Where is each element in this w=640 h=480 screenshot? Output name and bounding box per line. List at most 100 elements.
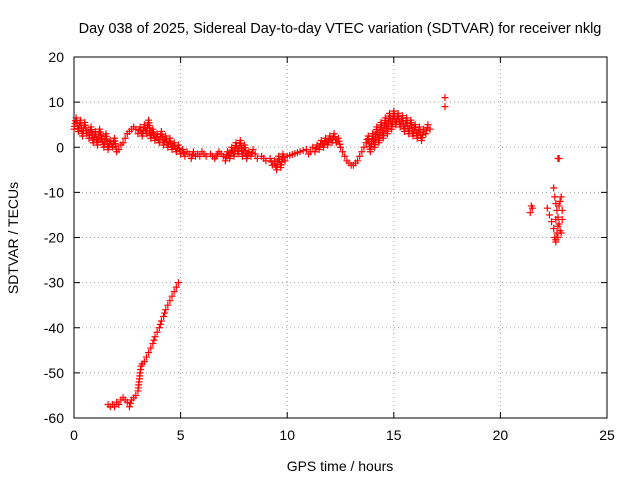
data-point (177, 150, 185, 158)
data-point (108, 143, 116, 151)
data-point (202, 152, 210, 160)
data-point (181, 152, 189, 160)
data-point (262, 157, 270, 165)
x-tick-label: 5 (177, 427, 185, 443)
data-point (156, 320, 164, 328)
data-point (189, 148, 197, 156)
grid-lines (74, 57, 607, 418)
data-point (543, 204, 551, 212)
data-point (145, 349, 153, 357)
data-point (172, 283, 180, 291)
data-point (132, 391, 140, 399)
y-tick-label: -10 (44, 184, 64, 200)
data-point (551, 193, 559, 201)
data-point (174, 141, 182, 149)
data-point (558, 206, 566, 214)
data-point (151, 333, 159, 341)
data-point (104, 146, 112, 154)
data-point (266, 155, 274, 163)
data-point (249, 146, 257, 154)
data-point (160, 312, 168, 320)
data-point (360, 143, 368, 151)
data-point (302, 146, 310, 154)
data-points (70, 94, 566, 411)
data-point (98, 134, 106, 142)
chart-title: Day 038 of 2025, Sidereal Day-to-day VTE… (79, 21, 602, 37)
data-point (172, 148, 180, 156)
x-tick-label: 0 (70, 427, 78, 443)
data-point (441, 103, 449, 111)
series-2 (441, 94, 566, 246)
y-tick-label: -50 (44, 365, 64, 381)
data-point (426, 125, 434, 133)
series-0 (70, 107, 434, 174)
data-point (188, 151, 196, 159)
data-point (164, 301, 172, 309)
data-point (132, 125, 140, 133)
x-tick-label: 15 (386, 427, 402, 443)
data-point (111, 403, 119, 411)
data-point (196, 152, 204, 160)
data-point (153, 328, 161, 336)
data-point (157, 317, 165, 325)
data-point (281, 157, 289, 165)
y-tick-label: -30 (44, 275, 64, 291)
data-point (296, 148, 304, 156)
data-point (115, 146, 123, 154)
y-tick-label: -20 (44, 230, 64, 246)
data-point (548, 218, 556, 226)
data-point (527, 202, 535, 210)
data-point (330, 130, 338, 138)
data-point (356, 152, 364, 160)
data-point (556, 197, 564, 205)
data-point (243, 155, 251, 163)
data-point (315, 146, 323, 154)
y-tick-label: 20 (48, 49, 64, 65)
data-point (96, 125, 104, 133)
data-point (179, 146, 187, 154)
data-point (312, 144, 320, 152)
data-point (558, 215, 566, 223)
data-point (299, 147, 307, 155)
data-point (270, 157, 278, 165)
data-point (324, 141, 332, 149)
data-point (267, 158, 275, 166)
data-point (166, 297, 174, 305)
data-point (422, 130, 430, 138)
data-point (162, 306, 170, 314)
data-point (244, 151, 252, 159)
data-point (557, 193, 565, 201)
axis-ticks: 0 5 10 15 20 25 -60 -50 -40 -30 -20 -10 0 10 20 (44, 49, 615, 443)
data-point (221, 157, 229, 165)
data-point (96, 128, 104, 136)
data-point (526, 209, 534, 217)
y-tick-label: 0 (56, 139, 64, 155)
data-point (555, 202, 563, 210)
data-point (168, 146, 176, 154)
data-point (554, 234, 562, 241)
data-point (97, 131, 105, 139)
data-point (142, 353, 150, 361)
data-point (228, 143, 236, 151)
data-point (550, 184, 558, 192)
data-point (140, 358, 148, 366)
data-point (155, 324, 163, 332)
data-point (550, 224, 558, 232)
data-point (441, 94, 449, 102)
data-point (247, 152, 255, 160)
data-point (170, 288, 178, 296)
data-point (311, 148, 319, 156)
data-point (424, 121, 432, 129)
data-point (125, 403, 133, 411)
data-point (331, 133, 339, 141)
data-point (554, 222, 562, 230)
data-point (248, 149, 256, 157)
data-point (140, 121, 148, 129)
plot-frame (73, 56, 608, 419)
data-point (319, 143, 327, 151)
data-point (168, 292, 176, 300)
data-point (123, 398, 131, 406)
data-point (336, 140, 344, 148)
data-point (185, 150, 193, 158)
x-tick-label: 10 (279, 427, 295, 443)
